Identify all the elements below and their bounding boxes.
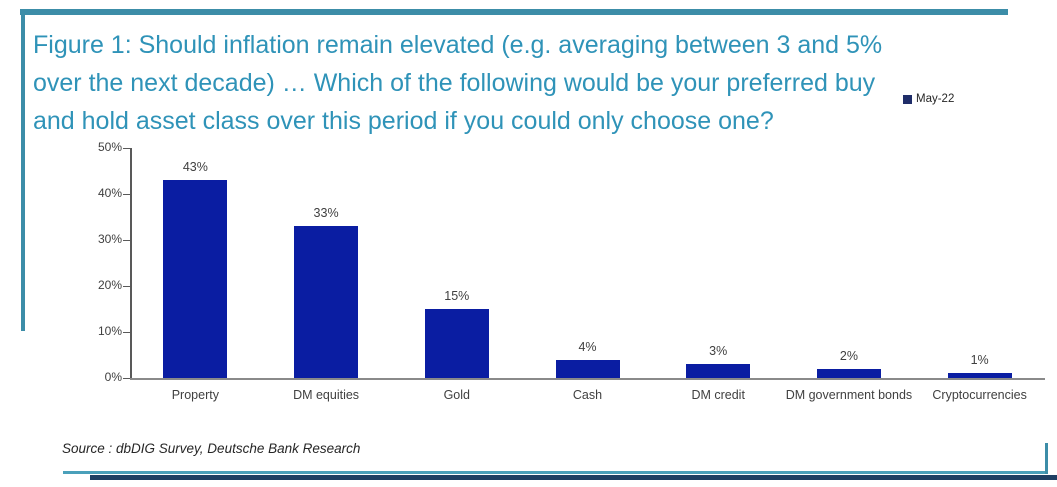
frame-bottom-teal-border — [63, 471, 1048, 474]
bar-value-label: 3% — [709, 344, 728, 359]
bar-value-label: 43% — [182, 160, 208, 175]
x-category-label: Cryptocurrencies — [932, 388, 1027, 402]
x-category-label: DM credit — [691, 388, 745, 402]
y-tick-mark — [123, 194, 130, 195]
legend-label: May-22 — [916, 93, 955, 105]
y-tick-mark — [123, 148, 130, 149]
x-axis-line — [130, 378, 1045, 380]
x-category-label: DM equities — [293, 388, 360, 402]
figure-title-line: over the next decade) … Which of the fol… — [33, 69, 876, 97]
source-note: Source : dbDIG Survey, Deutsche Bank Res… — [62, 441, 361, 456]
x-category-label: Property — [171, 388, 219, 402]
chart-legend: May-22 — [903, 93, 954, 105]
y-axis-line — [130, 148, 132, 380]
bar — [163, 180, 228, 378]
figure-title: Figure 1: Should inflation remain elevat… — [33, 26, 1008, 140]
bar — [816, 368, 881, 378]
y-tick-label: 10% — [97, 324, 122, 338]
x-category-label: Gold — [443, 388, 470, 402]
bar — [686, 364, 751, 378]
bar — [555, 359, 620, 378]
x-category-label: Cash — [572, 388, 603, 402]
bar-value-label: 15% — [444, 289, 470, 303]
bar-value-label: 4% — [578, 339, 597, 354]
frame-left-border — [21, 9, 25, 331]
y-tick-label: 0% — [104, 370, 122, 384]
y-tick-label: 50% — [97, 140, 122, 154]
frame-right-border — [1045, 443, 1048, 474]
y-tick-label: 30% — [97, 232, 122, 246]
bar — [424, 309, 489, 378]
y-tick-mark — [123, 378, 130, 379]
frame-top-border — [20, 9, 1008, 15]
y-tick-mark — [123, 286, 130, 287]
frame-bottom-navy-border — [90, 475, 1057, 480]
bar — [947, 373, 1012, 378]
x-category-label: DM government bonds — [785, 388, 913, 402]
legend-swatch-icon — [903, 94, 912, 104]
y-tick-label: 40% — [97, 186, 122, 200]
y-tick-mark — [123, 332, 130, 333]
bar-value-label: 1% — [970, 353, 989, 368]
bar — [294, 226, 359, 378]
bar-value-label: 33% — [313, 206, 339, 221]
figure-title-line: Figure 1: Should inflation remain elevat… — [33, 31, 883, 59]
figure-title-line: and hold asset class over this period if… — [33, 107, 774, 135]
y-tick-mark — [123, 240, 130, 241]
y-tick-label: 20% — [97, 278, 122, 292]
bar-value-label: 2% — [839, 348, 858, 363]
